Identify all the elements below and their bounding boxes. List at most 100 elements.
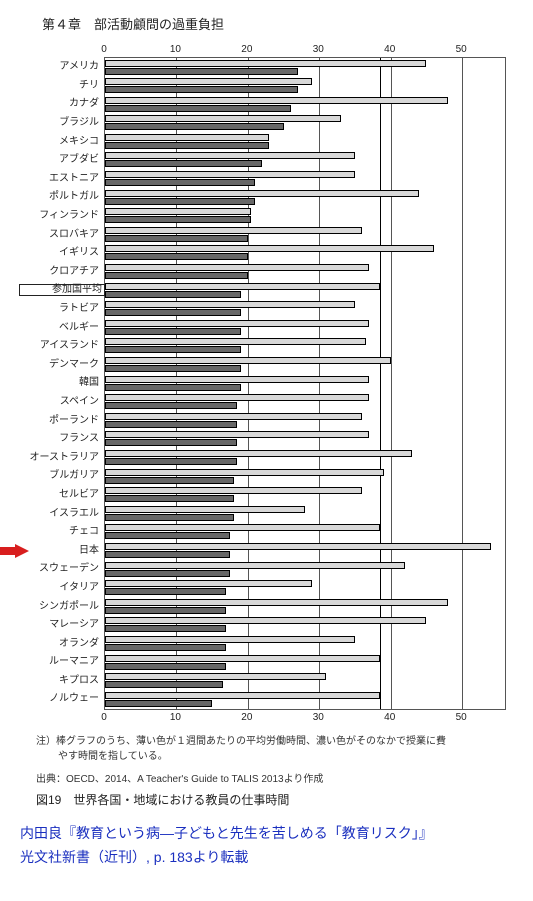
bar-total-hours [105, 636, 355, 643]
bar-row: オランダ [105, 634, 505, 653]
country-label: スロバキア [19, 230, 99, 240]
axis-tick: 30 [313, 44, 324, 55]
country-label: イスラエル [19, 509, 99, 519]
bar-total-hours [105, 599, 448, 606]
country-label: アブダビ [19, 155, 99, 165]
bar-teaching-hours [105, 625, 226, 632]
bar-teaching-hours [105, 458, 237, 465]
bar-total-hours [105, 376, 369, 383]
country-label: ブルガリア [19, 471, 99, 481]
country-label: ポーランド [19, 416, 99, 426]
axis-tick: 40 [384, 44, 395, 55]
bar-row: イスラエル [105, 504, 505, 523]
bar-total-hours [105, 469, 384, 476]
bar-row: デンマーク [105, 356, 505, 375]
bar-row: ブラジル [105, 114, 505, 133]
bar-row: ノルウェー [105, 690, 505, 709]
bar-teaching-hours [105, 216, 251, 223]
bar-total-hours [105, 338, 366, 345]
country-label: デンマーク [19, 360, 99, 370]
country-label: ブラジル [19, 118, 99, 128]
country-label: ノルウェー [19, 694, 99, 704]
bar-row: アメリカ [105, 58, 505, 77]
bar-teaching-hours [105, 272, 248, 279]
bar-total-hours [105, 543, 491, 550]
country-label: オーストラリア [19, 453, 99, 463]
bar-teaching-hours [105, 551, 230, 558]
document-page: 第４章 部活動顧問の過重負担 01020304050 アメリカチリカナダブラジル… [0, 0, 533, 883]
bar-teaching-hours [105, 291, 241, 298]
axis-tick: 0 [101, 712, 107, 723]
bar-row: ラトビア [105, 300, 505, 319]
bar-total-hours [105, 524, 380, 531]
bar-teaching-hours [105, 235, 248, 242]
bar-row: ブルガリア [105, 467, 505, 486]
axis-tick: 0 [101, 44, 107, 55]
country-label: クロアチア [19, 267, 99, 277]
bar-total-hours [105, 301, 355, 308]
country-label: ポルトガル [19, 192, 99, 202]
bar-row: クロアチア [105, 263, 505, 282]
bar-row: 韓国 [105, 374, 505, 393]
country-label: セルビア [19, 490, 99, 500]
note-prefix: 注） [36, 736, 56, 747]
citation-line-1: 内田良『教育という病―子どもと先生を苦しめる「教育リスク」』 [20, 822, 515, 846]
country-label: スウェーデン [19, 564, 99, 574]
bar-teaching-hours [105, 477, 234, 484]
bar-row: セルビア [105, 486, 505, 505]
note-text-2: やす時間を指している。 [36, 749, 515, 764]
note-text-1: 棒グラフのうち、薄い色が１週間あたりの平均労働時間、濃い色がそのなかで授業に費 [56, 736, 446, 747]
citation: 内田良『教育という病―子どもと先生を苦しめる「教育リスク」』 光文社新書（近刊）… [20, 822, 515, 870]
bar-row: チェコ [105, 523, 505, 542]
bar-teaching-hours [105, 570, 230, 577]
country-label: 韓国 [19, 378, 99, 388]
country-label: ラトビア [19, 304, 99, 314]
bar-teaching-hours [105, 495, 234, 502]
bar-total-hours [105, 78, 312, 85]
axis-tick: 50 [456, 44, 467, 55]
bar-row: 日本 [105, 541, 505, 560]
country-label: 参加国平均 [19, 284, 105, 296]
chapter-heading: 第４章 部活動顧問の過重負担 [42, 14, 515, 33]
country-label: アイスランド [19, 341, 99, 351]
bar-teaching-hours [105, 123, 284, 130]
bar-total-hours [105, 97, 448, 104]
bar-teaching-hours [105, 253, 248, 260]
highlight-arrow-icon [0, 544, 29, 558]
axis-tick: 10 [170, 712, 181, 723]
bar-total-hours [105, 617, 426, 624]
bar-teaching-hours [105, 439, 237, 446]
axis-tick: 30 [313, 712, 324, 723]
bar-row: フランス [105, 430, 505, 449]
bar-row: メキシコ [105, 132, 505, 151]
chart-source: 出典：OECD、2014、A Teacher's Guide to TALIS … [36, 772, 515, 787]
bar-teaching-hours [105, 105, 291, 112]
bar-total-hours [105, 506, 305, 513]
country-label: イギリス [19, 248, 99, 258]
bar-row: シンガポール [105, 597, 505, 616]
bar-total-hours [105, 580, 312, 587]
bar-teaching-hours [105, 86, 298, 93]
bar-total-hours [105, 152, 355, 159]
bar-row: スペイン [105, 393, 505, 412]
x-axis-bottom: 01020304050 [104, 710, 504, 726]
bar-teaching-hours [105, 328, 241, 335]
bar-row: ベルギー [105, 318, 505, 337]
bar-row: アイスランド [105, 337, 505, 356]
bar-total-hours [105, 357, 391, 364]
bar-total-hours [105, 320, 369, 327]
bar-row: マレーシア [105, 616, 505, 635]
axis-tick: 20 [241, 712, 252, 723]
bar-teaching-hours [105, 700, 212, 707]
bar-row: 参加国平均 [105, 281, 505, 300]
country-label: エストニア [19, 174, 99, 184]
bar-teaching-hours [105, 365, 241, 372]
bar-teaching-hours [105, 402, 237, 409]
axis-tick: 20 [241, 44, 252, 55]
country-label: カナダ [19, 99, 99, 109]
bar-teaching-hours [105, 644, 226, 651]
country-label: 日本 [19, 546, 99, 556]
country-label: スペイン [19, 397, 99, 407]
bar-total-hours [105, 227, 362, 234]
bar-teaching-hours [105, 68, 298, 75]
